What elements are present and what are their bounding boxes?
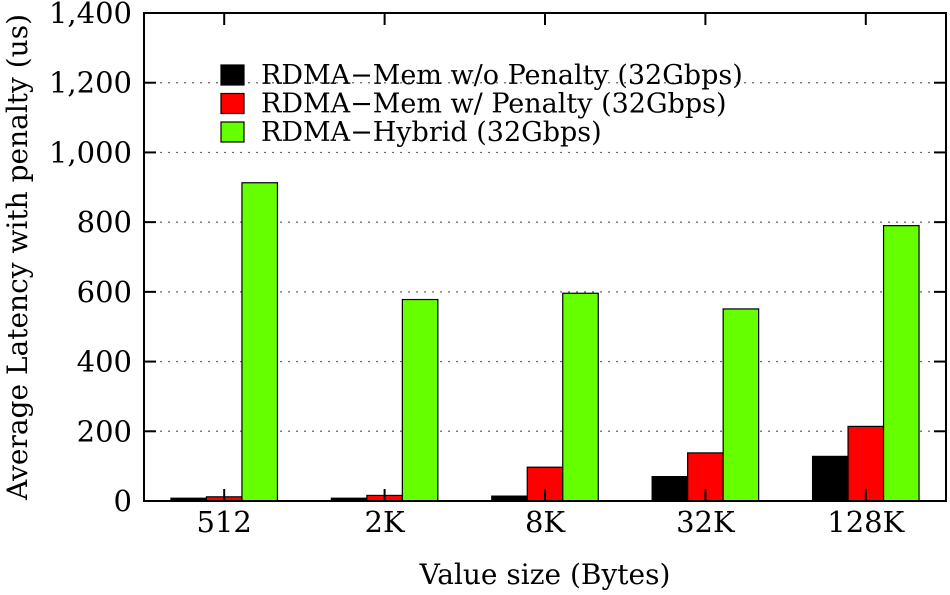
y-tick-label: 0 [114,484,132,518]
bar-32K-series-3 [722,308,760,502]
x-tick-label: 32K [676,505,736,539]
y-tick-label: 1,200 [49,66,132,100]
legend: RDMA−Mem w/o Penalty (32Gbps)RDMA−Mem w/… [220,60,743,148]
bar-8K-series-3 [562,292,599,502]
legend-swatch [220,64,245,86]
grid-lines [144,82,946,432]
y-axis: 0 200 400 600 800 1,000 1,200 1,400 [49,0,946,518]
legend-label: RDMA−Mem w/ Penalty (32Gbps) [261,89,727,120]
x-tick-label: 2K [365,505,406,539]
y-tick-label: 800 [77,205,132,239]
y-tick-label: 1,000 [49,135,132,169]
y-tick-label: 200 [77,414,132,448]
bar-128K-series-3 [882,225,920,502]
bar-512-series-3 [241,182,279,502]
x-tick-label: 128K [827,505,905,539]
bars [170,182,920,502]
bar-128K-series-1 [811,455,849,502]
legend-label: RDMA−Mem w/o Penalty (32Gbps) [261,60,743,91]
legend-label: RDMA−Hybrid (32Gbps) [261,117,602,148]
bar-2K-series-3 [401,298,439,502]
legend-swatch [220,121,245,143]
x-tick-label: 512 [197,505,252,539]
bar-32K-series-1 [651,476,689,502]
y-tick-label: 600 [77,275,132,309]
x-axis: 512 2K 8K 32K 128K [197,13,906,539]
x-tick-label: 8K [525,505,566,539]
y-tick-label: 1,400 [49,0,132,30]
y-axis-title: Average Latency with penalty (us) [1,14,34,501]
y-tick-label: 400 [77,345,132,379]
legend-swatch [220,92,245,115]
x-axis-title: Value size (Bytes) [419,558,671,591]
